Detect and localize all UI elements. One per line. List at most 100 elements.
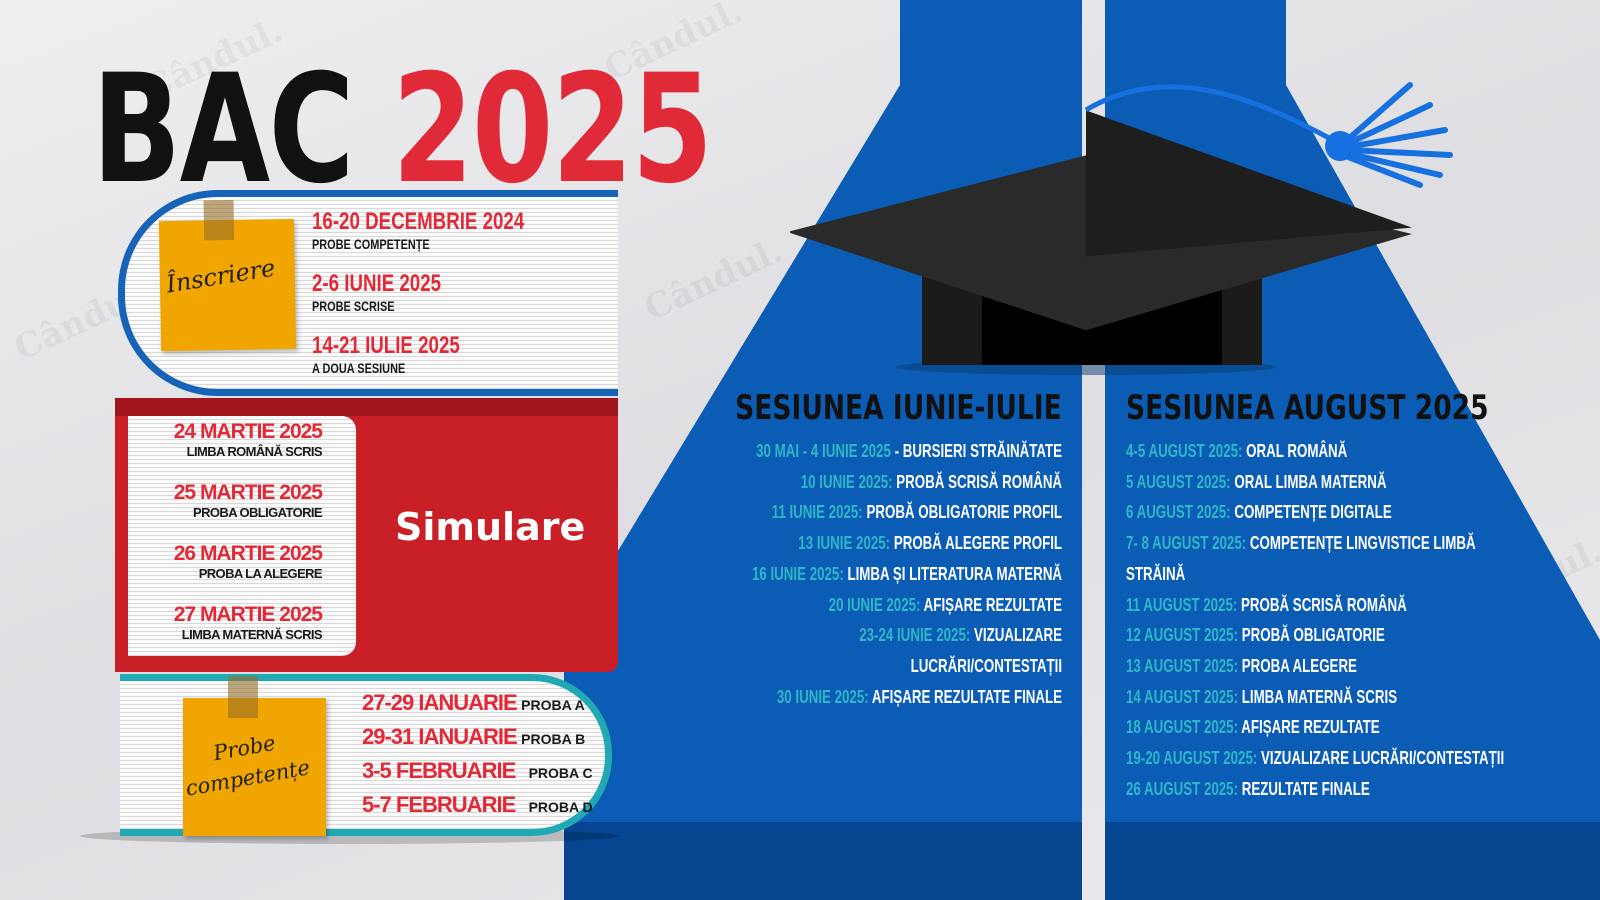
session-item: 18 AUGUST 2025: AFIȘARE REZULTATE xyxy=(1126,712,1504,743)
session-item: 26 AUGUST 2025: REZULTATE FINALE xyxy=(1126,774,1504,805)
simulare-list: 24 MARTIE 2025 LIMBA ROMÂNĂ SCRIS 25 MART… xyxy=(140,420,323,664)
session-item: 14 AUGUST 2025: LIMBA MATERNĂ SCRIS xyxy=(1126,682,1504,713)
session2-title: SESIUNEA AUGUST 2025 xyxy=(1126,388,1489,428)
bottom-band xyxy=(564,822,1600,900)
inscriere-label: Înscriere xyxy=(164,253,278,299)
competente-date: 5-7 FEBRUARIE xyxy=(362,792,516,817)
session-item-date: 30 MAI - 4 IUNIE 2025 xyxy=(756,441,891,461)
session-item: 10 IUNIE 2025: PROBĂ SCRISĂ ROMÂNĂ xyxy=(752,467,1062,498)
session-item-desc: PROBĂ ALEGERE PROFIL xyxy=(890,533,1062,554)
graduation-cap-icon xyxy=(790,82,1453,375)
session-item: 30 IUNIE 2025: AFIȘARE REZULTATE FINALE xyxy=(752,682,1062,713)
session-item: 13 AUGUST 2025: PROBA ALEGERE xyxy=(1126,651,1504,682)
competente-date: 3-5 FEBRUARIE xyxy=(362,758,516,783)
session-item-date: 30 IUNIE 2025: xyxy=(776,686,869,707)
session-item-date: 5 AUGUST 2025: xyxy=(1126,471,1231,492)
competente-date: 27-29 IANUARIE xyxy=(362,690,518,715)
session-item: 13 IUNIE 2025: PROBĂ ALEGERE PROFIL xyxy=(752,528,1062,559)
session-item-date: 23-24 IUNIE 2025: xyxy=(859,625,971,646)
session-item: 23-24 IUNIE 2025: VIZUALIZARE xyxy=(752,620,1062,651)
session-item-desc: - BURSIERI STRĂINĂTATE xyxy=(890,441,1062,461)
page-title: BAC 2025 xyxy=(92,55,713,205)
simulare-desc: LIMBA MATERNĂ SCRIS xyxy=(181,627,323,642)
session-item-desc: PROBĂ OBLIGATORIE PROFIL xyxy=(862,502,1062,523)
competente-label: competențe xyxy=(183,755,312,801)
session-item-desc: COMPETENȚE LINGVISTICE LIMBĂ xyxy=(1246,533,1476,554)
session-item-date: 7- 8 AUGUST 2025: xyxy=(1126,533,1247,554)
session-item: 30 MAI - 4 IUNIE 2025 - BURSIERI STRĂINĂ… xyxy=(752,436,1062,467)
session-item-date: 4-5 AUGUST 2025: xyxy=(1126,441,1243,461)
session-item-date: 10 IUNIE 2025: xyxy=(800,471,893,492)
session1-list: 30 MAI - 4 IUNIE 2025 - BURSIERI STRĂINĂ… xyxy=(752,436,1062,712)
session-item-desc: VIZUALIZARE LUCRĂRI/CONTESTAȚII xyxy=(1257,748,1505,769)
simulare-date: 25 MARTIE 2025 xyxy=(173,481,323,504)
session-item-desc: AFIȘARE REZULTATE xyxy=(1238,717,1380,738)
session-item-date: 13 AUGUST 2025: xyxy=(1126,655,1239,676)
competente-label: Probe xyxy=(211,730,278,766)
session-item-date: 26 AUGUST 2025: xyxy=(1126,778,1239,799)
session-item-date: 20 IUNIE 2025: xyxy=(828,594,921,615)
simulare-desc: PROBA OBLIGATORIE xyxy=(193,505,323,520)
simulare-desc: PROBA LA ALEGERE xyxy=(198,566,323,581)
session-item: 12 AUGUST 2025: PROBĂ OBLIGATORIE xyxy=(1126,620,1504,651)
inscriere-date: 14-21 IULIE 2025 xyxy=(312,332,460,359)
session-item-date: 11 IUNIE 2025: xyxy=(771,502,863,523)
session-item: STRĂINĂ xyxy=(1126,559,1504,590)
session-item: 19-20 AUGUST 2025: VIZUALIZARE LUCRĂRI/C… xyxy=(1126,743,1504,774)
session1-title: SESIUNEA IUNIE-IULIE xyxy=(735,388,1062,428)
competente-desc: PROBA D xyxy=(528,799,593,815)
session-item-desc: LUCRĂRI/CONTESTAȚII xyxy=(910,655,1062,676)
simulare-date: 24 MARTIE 2025 xyxy=(173,420,323,443)
sticky-note-inscriere: Înscriere xyxy=(158,199,297,352)
session-item-desc: PROBĂ SCRISĂ ROMÂNĂ xyxy=(1237,594,1407,615)
session-item: 11 AUGUST 2025: PROBĂ SCRISĂ ROMÂNĂ xyxy=(1126,590,1504,621)
session-item-desc: VIZUALIZARE xyxy=(970,625,1062,646)
session-item-desc: PROBĂ SCRISĂ ROMÂNĂ xyxy=(892,471,1062,492)
session-item-date: 11 AUGUST 2025: xyxy=(1126,594,1238,615)
session-item-desc: PROBĂ OBLIGATORIE xyxy=(1238,625,1385,646)
inscriere-date: 16-20 DECEMBRIE 2024 xyxy=(312,208,525,235)
session-item: 20 IUNIE 2025: AFIȘARE REZULTATE xyxy=(752,590,1062,621)
session-item-desc: REZULTATE FINALE xyxy=(1238,778,1370,799)
session-item-desc: COMPETENȚE DIGITALE xyxy=(1230,502,1392,523)
session-item: 7- 8 AUGUST 2025: COMPETENȚE LINGVISTICE… xyxy=(1126,528,1504,559)
session-item: 11 IUNIE 2025: PROBĂ OBLIGATORIE PROFIL xyxy=(752,497,1062,528)
inscriere-desc: PROBE SCRISE xyxy=(312,298,395,314)
session-item: 5 AUGUST 2025: ORAL LIMBA MATERNĂ xyxy=(1126,467,1504,498)
inscriere-desc: A DOUA SESIUNE xyxy=(312,360,406,376)
session-item: 6 AUGUST 2025: COMPETENȚE DIGITALE xyxy=(1126,497,1504,528)
session2-list: 4-5 AUGUST 2025: ORAL ROMÂNĂ 5 AUGUST 202… xyxy=(1126,436,1504,804)
title-word: BAC xyxy=(92,43,354,217)
session-item-desc: AFIȘARE REZULTATE xyxy=(920,594,1062,615)
simulare-date: 27 MARTIE 2025 xyxy=(173,603,323,626)
simulare-pages xyxy=(128,416,356,656)
session-item: LUCRĂRI/CONTESTAȚII xyxy=(752,651,1062,682)
competente-desc: PROBA C xyxy=(528,765,593,781)
session-item: 16 IUNIE 2025: LIMBA ȘI LITERATURA MATER… xyxy=(752,559,1062,590)
session-item: 4-5 AUGUST 2025: ORAL ROMÂNĂ xyxy=(1126,436,1504,467)
competente-date: 29-31 IANUARIE xyxy=(362,724,518,749)
inscriere-date: 2-6 IUNIE 2025 xyxy=(312,270,442,297)
competente-list: 27-29 IANUARIE PROBA A 29-31 IANUARIE PR… xyxy=(362,690,593,826)
competente-desc: PROBA A xyxy=(521,697,585,713)
session-item-date: 14 AUGUST 2025: xyxy=(1126,686,1239,707)
session-item-date: 13 IUNIE 2025: xyxy=(798,533,891,554)
sticky-note-competente: Probe competențe xyxy=(183,676,326,836)
session-item-date: 12 AUGUST 2025: xyxy=(1126,625,1239,646)
session-item-desc: ORAL ROMÂNĂ xyxy=(1242,441,1348,461)
session-item-desc: LIMBA ȘI LITERATURA MATERNĂ xyxy=(843,563,1062,584)
simulare-desc: LIMBA ROMÂNĂ SCRIS xyxy=(186,444,323,459)
session-item-date: 19-20 AUGUST 2025: xyxy=(1126,748,1258,769)
session-item-desc: PROBA ALEGERE xyxy=(1238,655,1357,676)
session-item-desc: AFIȘARE REZULTATE FINALE xyxy=(868,686,1062,707)
session-item-date: 16 IUNIE 2025: xyxy=(751,563,844,584)
inscriere-desc: PROBE COMPETENȚE xyxy=(312,236,430,252)
session-item-desc: ORAL LIMBA MATERNĂ xyxy=(1230,471,1387,492)
competente-desc: PROBA B xyxy=(521,731,586,747)
simulare-label: Simulare xyxy=(395,505,586,549)
session-item-date: 6 AUGUST 2025: xyxy=(1126,502,1231,523)
session-item-desc: LIMBA MATERNĂ SCRIS xyxy=(1238,686,1398,707)
simulare-date: 26 MARTIE 2025 xyxy=(173,542,323,565)
title-year: 2025 xyxy=(392,43,713,217)
session-item-desc: STRĂINĂ xyxy=(1126,563,1186,584)
